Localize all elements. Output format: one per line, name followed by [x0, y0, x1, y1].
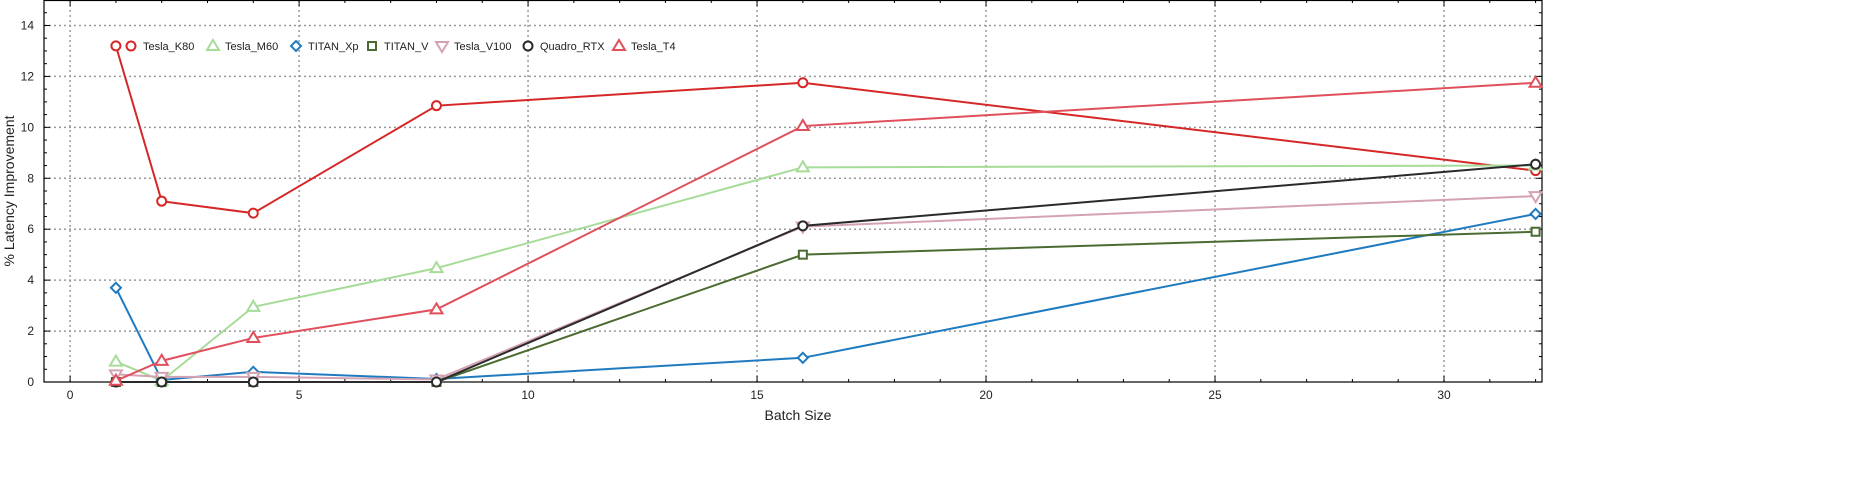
legend-label: Tesla_K80 [143, 41, 194, 53]
series-line [115, 195, 1536, 381]
x-tick-label: 5 [296, 388, 303, 402]
data-point [796, 351, 810, 365]
legend-label: Tesla_T4 [631, 41, 676, 53]
legend-marker [205, 38, 221, 51]
y-tick-label: 8 [27, 171, 34, 185]
data-point [795, 118, 811, 132]
series-group [108, 40, 1544, 388]
legend-item: Tesla_M60 [205, 38, 278, 53]
x-tick-label: 0 [67, 388, 74, 402]
data-point [109, 281, 123, 295]
legend-marker [367, 41, 377, 51]
y-tick-label: 14 [21, 18, 35, 32]
x-tick-label: 30 [1437, 388, 1451, 402]
legend: Tesla_K80 Tesla_M60 TITAN_Xp TITAN_V Tesla_V… [125, 38, 676, 54]
data-point [247, 207, 259, 219]
y-axis-label: % Latency Improvement [1, 115, 17, 266]
y-tick-label: 10 [21, 120, 35, 134]
data-point [1527, 191, 1544, 205]
data-point [108, 353, 124, 367]
data-point [797, 249, 808, 260]
data-point [797, 77, 809, 89]
series-tesla-v100 [108, 191, 1544, 388]
x-tick-label: 25 [1208, 388, 1222, 402]
data-point [1527, 74, 1544, 88]
data-point [108, 372, 124, 386]
legend-item: Tesla_T4 [611, 38, 676, 53]
data-point [245, 298, 262, 312]
data-point [795, 159, 811, 173]
y-tick-label: 0 [27, 375, 34, 389]
data-point [428, 301, 445, 315]
y-tick-label: 12 [21, 69, 35, 83]
series-line [114, 45, 1536, 215]
legend-marker [289, 39, 303, 53]
x-axis-label: Batch Size [765, 407, 832, 423]
series-line [115, 230, 1536, 383]
legend-marker [522, 40, 534, 52]
legend-item: TITAN_Xp [289, 39, 359, 53]
x-tick-label: 10 [521, 388, 535, 402]
data-point [110, 40, 122, 52]
data-point [797, 220, 809, 232]
legend-marker [434, 41, 450, 54]
legend-label: Quadro_RTX [540, 41, 605, 53]
data-point [153, 352, 170, 366]
legend-marker [125, 40, 137, 52]
series-line [115, 81, 1536, 382]
x-tick-label: 20 [979, 388, 993, 402]
data-point [245, 329, 262, 343]
series-tesla-k80 [110, 40, 1542, 219]
data-point [430, 100, 442, 112]
legend-label: Tesla_V100 [454, 41, 512, 53]
data-point [1529, 207, 1543, 221]
legend-label: TITAN_V [384, 41, 429, 53]
legend-item: Tesla_K80 [125, 40, 194, 53]
data-point [156, 376, 168, 388]
legend-label: TITAN_Xp [308, 41, 359, 53]
plot-frame [43, 0, 1543, 383]
series-tesla-t4 [108, 74, 1544, 386]
data-point [156, 195, 168, 207]
series-titan-v [110, 226, 1541, 387]
y-tick-label: 6 [27, 222, 34, 236]
data-point [430, 376, 442, 388]
axes: 0 5 10 15 20 25 30 0 2 4 6 8 10 12 14 [21, 0, 1543, 402]
legend-marker [611, 38, 627, 51]
series-titan-xp [109, 207, 1543, 387]
y-tick-label: 4 [27, 273, 34, 287]
legend-item: TITAN_V [367, 41, 429, 53]
series-line [115, 163, 1536, 383]
legend-item: Quadro_RTX [522, 40, 605, 53]
x-tick-label: 15 [750, 388, 764, 402]
data-point [247, 376, 259, 388]
data-point [1530, 226, 1541, 237]
series-line [115, 164, 1536, 382]
data-point [1530, 158, 1542, 170]
legend-label: Tesla_M60 [225, 41, 278, 53]
y-tick-label: 2 [27, 324, 34, 338]
data-point [428, 260, 445, 274]
grid [44, 0, 1542, 382]
legend-item: Tesla_V100 [434, 41, 512, 54]
series-tesla-m60 [108, 157, 1544, 386]
